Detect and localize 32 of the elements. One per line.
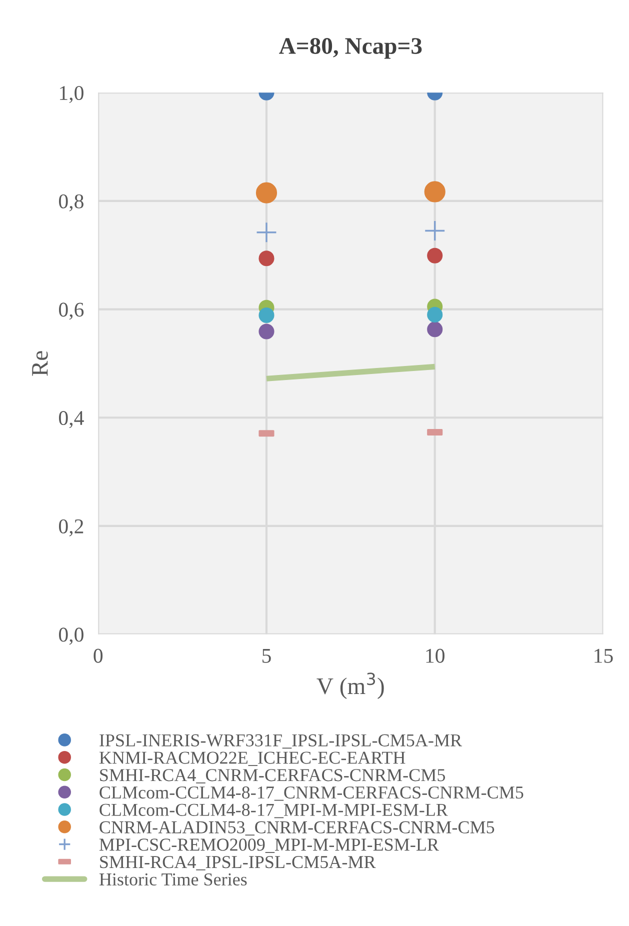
- x-tick-label: 10: [426, 648, 444, 663]
- chart-title: A=80, Ncap=3: [279, 38, 422, 59]
- legend-label: KNMI-RACMO22E_ICHEC-EC-EARTH: [99, 752, 406, 766]
- y-tick-label: 0,2: [58, 519, 84, 536]
- x-tick-label: 5: [262, 649, 271, 663]
- y-tick-label: 1,0: [60, 86, 84, 104]
- x-tick-label: 0: [94, 648, 103, 663]
- point: [427, 306, 443, 322]
- point: [258, 250, 274, 266]
- x-axis-title: V (m$^{3}$): [316, 672, 384, 699]
- point: [424, 181, 446, 202]
- legend-label: CNRM-ALADIN53_CNRM-CERFACS-CNRM-CM5: [100, 821, 494, 836]
- x-tick-label: 15: [594, 648, 613, 663]
- point: [427, 322, 443, 338]
- y-tick-label: 0,4: [58, 411, 84, 428]
- point: [258, 307, 274, 324]
- legend-label: Historic Time Series: [99, 873, 247, 886]
- legend-label: CLMcom-CCLM4-8-17_CNRM-CERFACS-CNRM-CM5: [100, 786, 524, 801]
- point: [427, 248, 443, 264]
- point: [256, 182, 278, 204]
- point: [256, 222, 278, 243]
- legend-label: SMHI-RCA4_IPSL-IPSL-CM5A-MR: [100, 856, 376, 870]
- point: [258, 324, 274, 340]
- legend-label: MPI-CSC-REMO2009_MPI-M-MPI-ESM-LR: [99, 838, 439, 853]
- legend-label: SMHI-RCA4_CNRM-CERFACS-CNRM-CM5: [100, 769, 446, 784]
- legend-label: CLMcom-CCLM4-8-17_MPI-M-MPI-ESM-LR: [100, 804, 448, 818]
- y-axis-title: Re: [32, 351, 48, 376]
- point: [424, 220, 446, 242]
- legend-label: IPSL-INERIS-WRF331F_IPSL-IPSL-CM5A-MR: [100, 734, 462, 749]
- y-tick-label: 0,6: [58, 302, 84, 320]
- y-tick-label: 0,0: [58, 628, 84, 645]
- y-tick-label: 0,8: [58, 194, 84, 212]
